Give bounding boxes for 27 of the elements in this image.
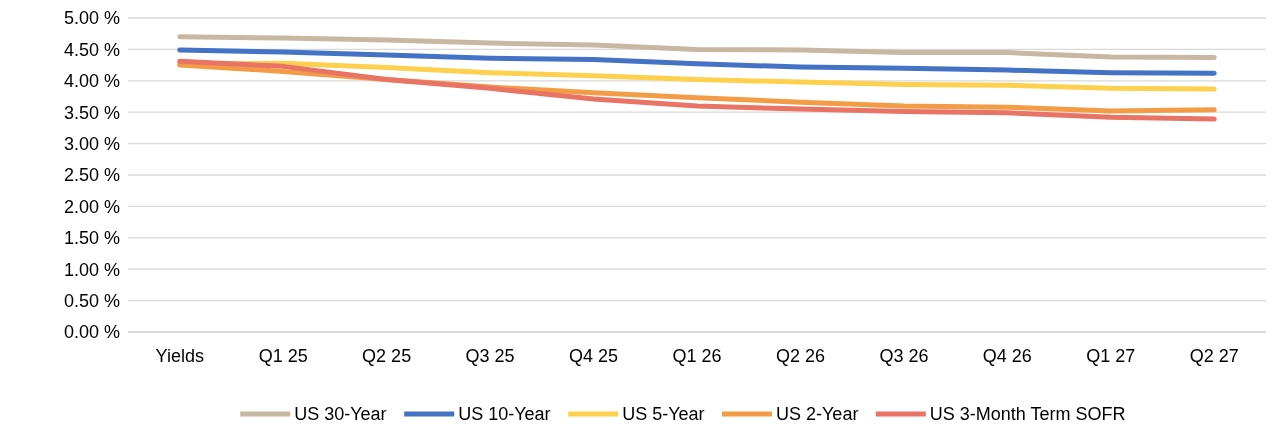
- y-tick-label: 2.00 %: [63, 196, 120, 217]
- x-tick-label: Q4 26: [982, 346, 1032, 366]
- y-tick-label: 5.00 %: [63, 8, 120, 29]
- x-tick-label: Q2 25: [362, 346, 412, 366]
- x-tick-label: Q1 27: [1086, 346, 1136, 366]
- legend-label: US 2-Year: [776, 404, 859, 424]
- x-tick-label: Q1 25: [258, 346, 308, 366]
- y-tick-label: 4.50 %: [63, 39, 120, 60]
- y-tick-label: 0.00 %: [63, 322, 120, 343]
- y-tick-label: 1.00 %: [63, 259, 120, 280]
- y-tick-label: 2.50 %: [63, 165, 120, 186]
- x-tick-label: Q4 25: [569, 346, 619, 366]
- x-tick-label: Q3 26: [879, 346, 929, 366]
- legend-label: US 3-Month Term SOFR: [929, 404, 1126, 424]
- x-tick-label: Q2 26: [775, 346, 825, 366]
- x-tick-label: Q1 26: [672, 346, 722, 366]
- legend-label: US 10-Year: [458, 404, 551, 424]
- x-tick-label: Q2 27: [1189, 346, 1239, 366]
- legend-label: US 5-Year: [622, 404, 705, 424]
- y-tick-label: 0.50 %: [63, 290, 120, 311]
- x-tick-label: Yields: [155, 346, 204, 366]
- y-tick-label: 4.00 %: [63, 71, 120, 92]
- x-tick-label: Q3 25: [465, 346, 515, 366]
- y-tick-label: 1.50 %: [63, 228, 120, 249]
- legend-label: US 30-Year: [294, 404, 387, 424]
- y-tick-label: 3.50 %: [63, 102, 120, 123]
- y-tick-label: 3.00 %: [63, 133, 120, 154]
